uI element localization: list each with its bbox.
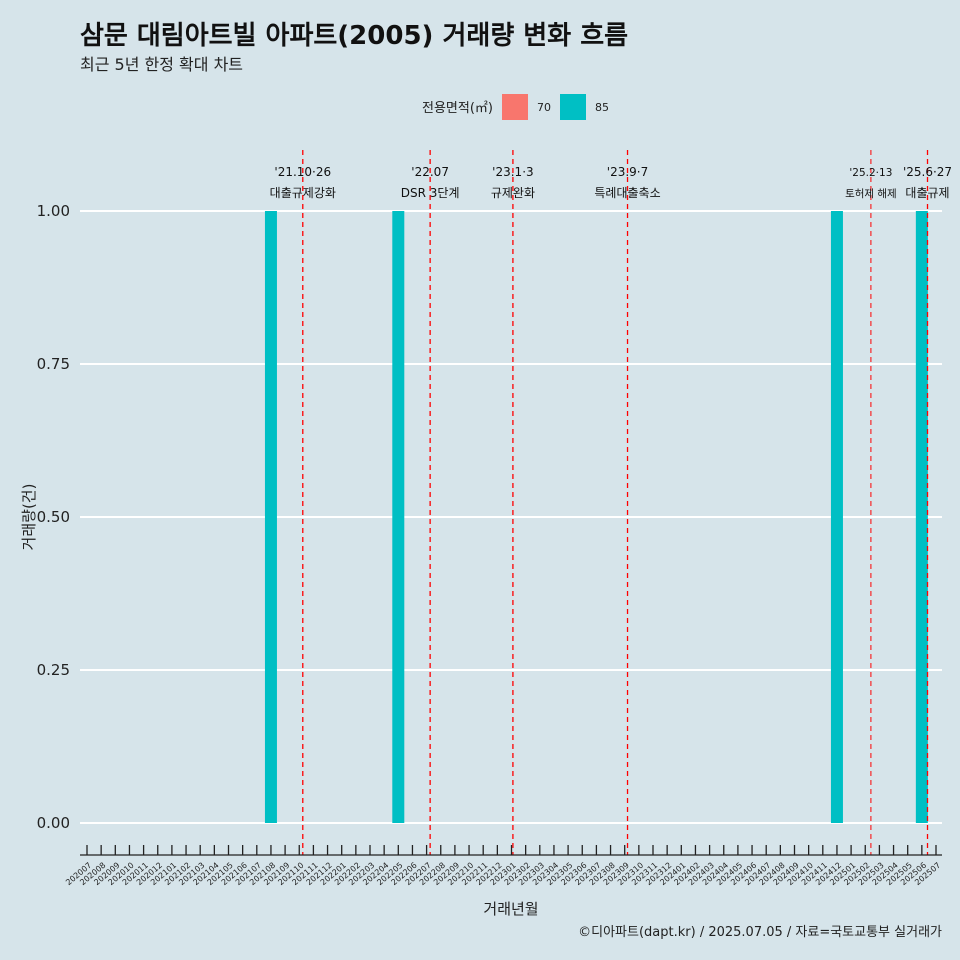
- legend-label-85: 85: [595, 101, 609, 114]
- y-tick-label: 0.75: [37, 355, 70, 373]
- legend-title: 전용면적(㎡): [422, 101, 493, 116]
- y-axis-ticks: 0.00 0.25 0.50 0.75 1.00: [37, 202, 70, 832]
- chart-title: 삼문 대림아트빌 아파트(2005) 거래량 변화 흐름: [80, 21, 628, 51]
- event-date-1: '22.07: [411, 165, 449, 179]
- bars: [264, 211, 928, 823]
- event-date-4: '25.2·13: [849, 167, 892, 179]
- x-axis: 2020072020082020092020102020112020122021…: [64, 845, 942, 887]
- x-axis-label: 거래년월: [483, 900, 538, 918]
- bar-85-202506: [915, 211, 928, 823]
- event-lines: [302, 150, 929, 855]
- legend: 전용면적(㎡) 70 85: [422, 94, 609, 120]
- event-label-3: 특례대출축소: [594, 186, 660, 200]
- event-label-2: 규제완화: [491, 186, 535, 200]
- bar-85-202108: [264, 211, 277, 823]
- bar-85-202412: [830, 211, 843, 823]
- y-tick-label: 0.25: [37, 661, 70, 679]
- event-date-2: '23.1·3: [492, 165, 533, 179]
- event-annotations: '21.10·26 대출규제강화 '22.07 DSR 3단계 '23.1·3 규제완화 '…: [270, 165, 952, 200]
- legend-label-70: 70: [537, 101, 551, 114]
- chart-subtitle: 최근 5년 한정 확대 차트: [80, 55, 243, 74]
- caption: ©디아파트(dapt.kr) / 2025.07.05 / 자료=국토교통부 실…: [578, 925, 942, 940]
- y-tick-label: 0.50: [37, 508, 70, 526]
- y-tick-label: 0.00: [37, 814, 70, 832]
- bar-85-202205: [392, 211, 405, 823]
- legend-swatch-85: [560, 94, 586, 120]
- y-tick-label: 1.00: [37, 202, 70, 220]
- legend-swatch-70: [502, 94, 528, 120]
- gridlines: [80, 210, 942, 824]
- event-date-0: '21.10·26: [274, 165, 331, 179]
- event-date-5: '25.6·27: [903, 165, 952, 179]
- y-axis-label: 거래량(건): [20, 484, 38, 551]
- event-label-0: 대출규제강화: [270, 186, 336, 200]
- event-label-4: 토허제 해제: [845, 187, 897, 200]
- event-label-5: 대출규제: [905, 186, 949, 200]
- event-date-3: '23.9·7: [607, 165, 648, 179]
- event-label-1: DSR 3단계: [401, 186, 460, 200]
